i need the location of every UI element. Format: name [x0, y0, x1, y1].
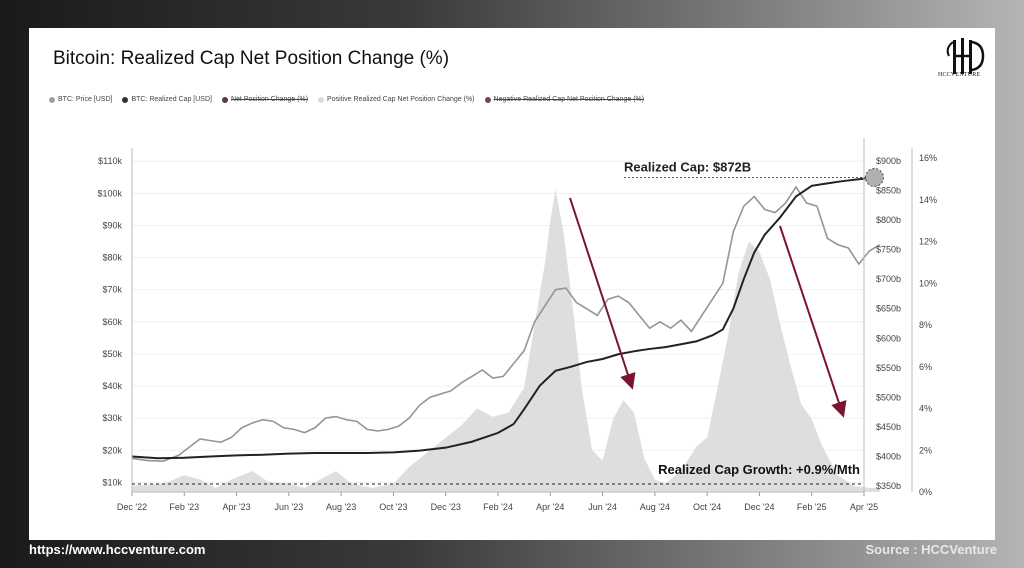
right-tick-label: $400b: [876, 452, 901, 462]
right-tick-label: $800b: [876, 215, 901, 225]
x-tick-label: Dec '23: [431, 502, 461, 512]
legend-item[interactable]: Negative Realized Cap Net Position Chang…: [484, 96, 645, 103]
x-tick-label: Apr '25: [850, 502, 878, 512]
left-tick-label: $50k: [102, 349, 122, 359]
left-tick-label: $60k: [102, 317, 122, 327]
legend-label: Negative Realized Cap Net Position Chang…: [493, 96, 645, 103]
price-line: [131, 185, 881, 462]
pct-tick-label: 6%: [919, 362, 932, 372]
right-tick-label: $850b: [876, 186, 901, 196]
left-tick-label: $90k: [102, 220, 122, 230]
x-tick-label: Dec '24: [744, 502, 774, 512]
pct-tick-label: 4%: [919, 404, 932, 414]
legend-item[interactable]: BTC: Realized Cap [USD]: [122, 96, 212, 103]
right-tick-label: $600b: [876, 333, 901, 343]
legend-label: BTC: Realized Cap [USD]: [131, 96, 212, 103]
pct-tick-label: 10%: [919, 278, 937, 288]
legend-label: Net Position Change (%): [230, 96, 309, 103]
down-arrow-2: [779, 225, 847, 418]
realized-cap-marker-icon: [864, 168, 884, 188]
x-tick-label: Feb '24: [483, 502, 513, 512]
left-tick-label: $70k: [102, 285, 122, 295]
left-tick-label: $30k: [102, 413, 122, 423]
x-tick-label: Apr '23: [222, 502, 250, 512]
footer-url[interactable]: https://www.hccventure.com: [29, 542, 206, 557]
hcc-logo-icon: [946, 38, 985, 74]
chart-title: Bitcoin: Realized Cap Net Position Chang…: [53, 48, 450, 69]
x-tick-label: Oct '23: [379, 502, 407, 512]
x-tick-label: Aug '24: [640, 502, 670, 512]
left-tick-label: $10k: [102, 477, 122, 487]
left-tick-label: $100k: [97, 188, 122, 198]
realized-cap-annotation: Realized Cap: $872B: [624, 160, 751, 175]
pct-tick-label: 16%: [919, 153, 937, 163]
legend-label: BTC: Price [USD]: [58, 96, 113, 103]
left-tick-label: $80k: [102, 253, 122, 263]
pct-tick-label: 2%: [919, 445, 932, 455]
legend-dot-icon: [484, 96, 491, 103]
x-tick-label: Oct '24: [693, 502, 721, 512]
x-tick-label: Feb '23: [169, 502, 199, 512]
chart-legend: BTC: Price [USD] BTC: Realized Cap [USD] N…: [49, 96, 644, 103]
legend-label: Positive Realized Cap Net Position Chang…: [327, 96, 475, 103]
right-tick-label: $450b: [876, 422, 901, 432]
legend-dot-icon: [49, 96, 55, 103]
x-tick-label: Aug '23: [326, 502, 356, 512]
pct-tick-label: 12%: [919, 237, 937, 247]
chart-card: Bitcoin: Realized Cap Net Position Chang…: [29, 28, 995, 540]
right-tick-label: $550b: [876, 363, 901, 373]
pct-tick-label: 8%: [919, 320, 932, 330]
right-tick-label: $650b: [876, 304, 901, 314]
realized-cap-line: [131, 176, 875, 460]
positive-change-area: [132, 189, 880, 492]
right-tick-label: $900b: [876, 156, 901, 166]
x-tick-label: Dec '22: [117, 502, 147, 512]
left-tick-label: $110k: [98, 156, 122, 166]
legend-dot-icon: [221, 96, 228, 103]
right-tick-label: $750b: [876, 245, 901, 255]
legend-item[interactable]: BTC: Price [USD]: [49, 96, 112, 103]
x-tick-label: Jun '23: [274, 502, 303, 512]
left-tick-label: $40k: [102, 381, 122, 391]
logo-text: HCCVENTURE: [938, 72, 981, 78]
footer-source: Source : HCCVenture: [865, 542, 997, 557]
growth-annotation: Realized Cap Growth: +0.9%/Mth: [658, 462, 860, 477]
right-tick-label: $700b: [876, 274, 901, 284]
down-arrow-1: [569, 197, 636, 390]
pct-tick-label: 14%: [919, 195, 937, 205]
x-tick-label: Apr '24: [536, 502, 564, 512]
legend-item[interactable]: Positive Realized Cap Net Position Chang…: [318, 96, 475, 103]
right-tick-label: $350b: [876, 481, 901, 491]
legend-item[interactable]: Net Position Change (%): [221, 96, 309, 103]
legend-dot-icon: [318, 96, 325, 103]
left-tick-label: $20k: [102, 445, 122, 455]
legend-dot-icon: [122, 96, 129, 103]
right-tick-label: $500b: [876, 392, 901, 402]
x-tick-label: Feb '25: [797, 502, 827, 512]
pct-tick-label: 0%: [919, 487, 932, 497]
chart-area: $10k $20k $30k $40k $50k $60k $70k $80k $90k $100…: [97, 138, 937, 512]
x-tick-label: Jun '24: [588, 502, 617, 512]
